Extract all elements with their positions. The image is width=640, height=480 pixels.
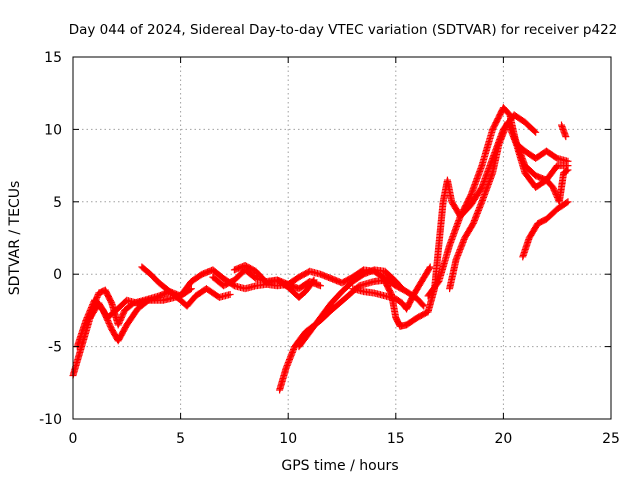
x-tick-label: 20: [494, 431, 512, 447]
series-arc-12: [446, 118, 572, 293]
y-tick-label: 5: [53, 195, 62, 211]
data-point: [564, 166, 572, 174]
data-point: [398, 285, 406, 293]
series-layer: [69, 104, 572, 394]
data-point: [309, 277, 317, 285]
data-point: [563, 199, 571, 207]
data-point: [562, 133, 570, 141]
x-tick-label: 10: [279, 431, 297, 447]
data-point: [310, 276, 318, 284]
data-point: [226, 290, 234, 298]
data-point: [425, 264, 433, 272]
data-point: [532, 128, 540, 136]
series-arc-8: [295, 266, 406, 351]
series-arc-4: [138, 263, 234, 310]
y-tick-label: 15: [44, 50, 62, 66]
x-tick-label: 0: [69, 431, 78, 447]
x-tick-label: 15: [387, 431, 405, 447]
data-point: [419, 301, 427, 309]
series-arc-13: [510, 133, 572, 206]
series-arc-14: [519, 198, 572, 261]
y-tick-label: -10: [39, 412, 62, 428]
series-arc-15: [558, 121, 570, 141]
data-point: [420, 302, 428, 310]
x-axis-label: GPS time / hours: [281, 458, 398, 474]
y-axis-label: SDTVAR / TECUs: [7, 181, 23, 296]
y-tick-label: 10: [44, 122, 62, 138]
x-tick-label: 25: [602, 431, 620, 447]
data-point: [426, 263, 434, 271]
data-point: [397, 284, 405, 292]
data-point: [563, 167, 571, 175]
data-point: [564, 198, 572, 206]
series-arc-9: [349, 263, 434, 313]
plot-frame: [72, 56, 612, 420]
chart-title: Day 044 of 2024, Sidereal Day-to-day VTE…: [69, 22, 618, 38]
axis-ticks: 0 5 10 15 20 25 -10 -5 0 5 10 15: [39, 50, 620, 447]
y-tick-label: 0: [53, 267, 62, 283]
data-point: [531, 127, 539, 135]
x-tick-label: 5: [176, 431, 185, 447]
data-point: [316, 282, 324, 290]
y-tick-label: -5: [48, 340, 62, 356]
